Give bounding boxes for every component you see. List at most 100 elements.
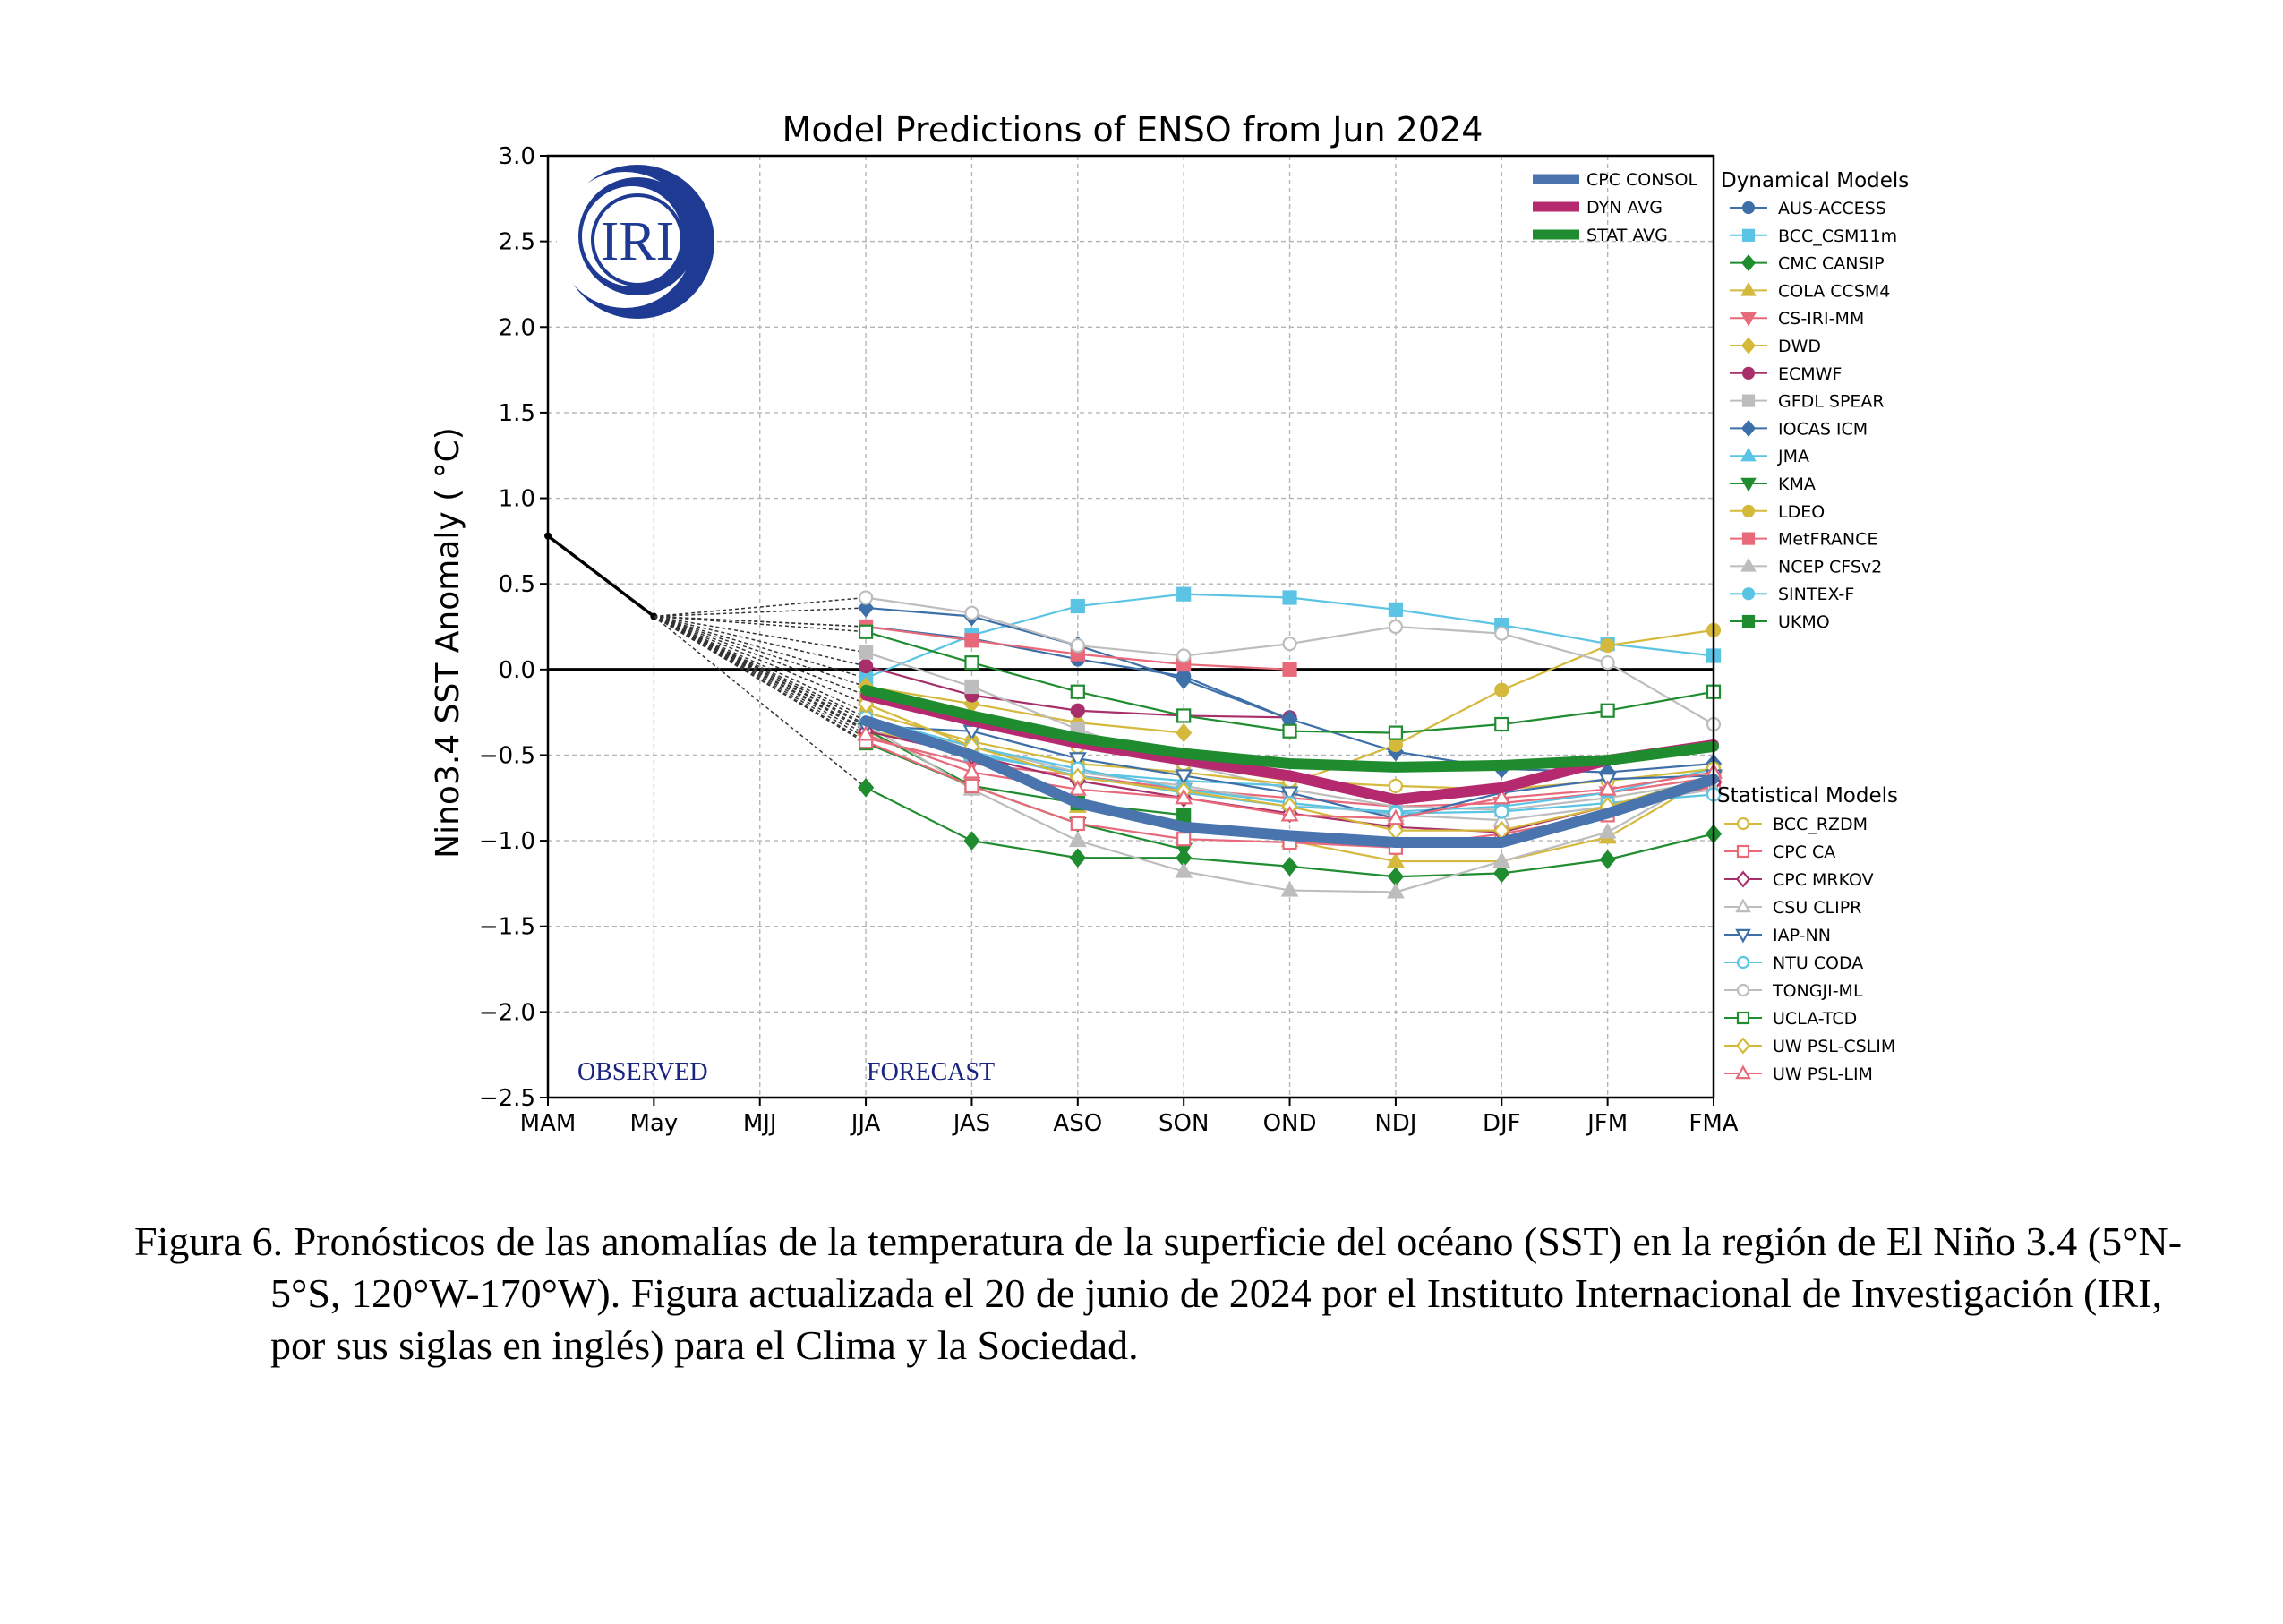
data-point (1070, 598, 1085, 614)
observed-fan-line (654, 596, 867, 618)
legend-marker (1735, 1037, 1751, 1055)
data-point (1387, 867, 1405, 887)
axes-frame (546, 154, 1715, 1099)
legend-label: TONGJI-ML (1772, 981, 1863, 1001)
legend-marker (1736, 955, 1750, 970)
statistical-legend: Statistical Models BCC_RZDM CPC CA CPC MRK… (1717, 784, 1898, 1084)
dynamical-legend: Dynamical Models AUS-ACCESS BCC_CSM11m CMC… (1721, 169, 1909, 632)
data-point (857, 724, 876, 741)
legend-marker (1740, 337, 1757, 355)
legend-marker (1736, 816, 1750, 831)
data-point (964, 605, 979, 620)
data-point (962, 762, 981, 779)
data-point (1598, 822, 1617, 839)
x-tick-label: May (629, 1110, 678, 1137)
series-uw-psl-lim (857, 724, 1723, 825)
legend-label: UCLA-TCD (1773, 1009, 1857, 1029)
x-tick-label: OND (1263, 1110, 1317, 1137)
data-point (1176, 808, 1192, 823)
observed-fan-line (654, 615, 867, 654)
data-point (964, 655, 979, 671)
data-point (1068, 831, 1087, 848)
x-tick-label: JJA (850, 1110, 881, 1137)
data-point (1388, 619, 1404, 635)
legend-label: JMA (1777, 447, 1809, 466)
legend-label: DWD (1778, 337, 1821, 356)
data-point (1386, 808, 1405, 825)
legend-label: IOCAS ICM (1778, 419, 1868, 439)
x-tick-label: MAM (520, 1110, 577, 1137)
series-tongji-ml (858, 590, 1722, 732)
observed-fan-line (654, 615, 867, 628)
data-point (857, 777, 875, 798)
legend-marker (1741, 394, 1756, 407)
data-point (1070, 703, 1085, 718)
data-point (1388, 737, 1404, 753)
legend-marker (1741, 201, 1756, 215)
figure-caption: Figura 6. Pronósticos de las anomalías d… (134, 1218, 2183, 1368)
legend-marker (1741, 228, 1756, 242)
data-point (964, 633, 979, 648)
data-point (1070, 637, 1085, 654)
y-tick-label: −2.0 (479, 999, 535, 1026)
data-point (1070, 816, 1085, 832)
observed-fan-line (654, 615, 867, 705)
legend-marker (1741, 504, 1756, 517)
data-point (1280, 805, 1299, 822)
data-point (1599, 850, 1616, 869)
data-point (1176, 722, 1193, 743)
observed-label: OBSERVED (577, 1058, 708, 1086)
legend-label: CSU CLIPR (1773, 898, 1861, 918)
data-point (1282, 723, 1297, 739)
data-point (1280, 786, 1299, 803)
legend-label: AUS-ACCESS (1778, 199, 1886, 218)
legend-marker (1740, 254, 1757, 272)
data-point (1068, 780, 1087, 796)
legend-marker (1740, 477, 1757, 492)
chart-title: Model Predictions of ENSO from Jun 2024 (782, 110, 1484, 150)
data-point (1281, 856, 1298, 876)
data-point (1175, 769, 1193, 786)
data-point (1176, 670, 1193, 690)
y-tick-label: 1.5 (499, 400, 535, 427)
observed-fan-line (654, 607, 867, 618)
data-point (1068, 752, 1087, 768)
data-point (1282, 590, 1297, 605)
legend-label: CS-IRI-MM (1778, 309, 1864, 329)
observed-fan-line (654, 615, 867, 714)
legend-label: ECMWF (1778, 364, 1842, 384)
data-point (964, 778, 979, 793)
data-point (1492, 851, 1511, 868)
legend-marker (1740, 447, 1757, 462)
x-tick-label: FMA (1689, 1110, 1738, 1137)
legend-marker (1735, 870, 1751, 888)
observed-fan-line (654, 615, 867, 633)
y-tick-label: −1.5 (479, 914, 535, 941)
axis-ticks: −2.5 −2.0 −1.5 −1.0 −0.5 0.0 0.5 1.0 1.5 2.0 2.5 3.… (479, 143, 1739, 1137)
y-tick-label: 2.0 (499, 314, 535, 341)
legend-marker (1736, 1011, 1750, 1025)
legend-label: CPC CA (1773, 842, 1835, 862)
data-point (1494, 626, 1509, 641)
legend-marker (1740, 557, 1757, 572)
legend-marker (1740, 312, 1757, 327)
statistical-legend-title: Statistical Models (1717, 784, 1898, 808)
data-point (1494, 804, 1509, 819)
legend-label: CMC CANSIP (1778, 254, 1885, 274)
legend-label: GFDL SPEAR (1778, 392, 1885, 412)
legend-label: KMA (1778, 474, 1816, 494)
x-tick-label: ASO (1053, 1110, 1102, 1137)
data-point (1070, 684, 1085, 699)
data-point (1388, 725, 1404, 740)
forecast-label: FORECAST (867, 1058, 995, 1086)
data-point (1492, 788, 1511, 805)
data-point (858, 624, 874, 639)
observed-fan-line (654, 615, 867, 719)
data-point (1176, 648, 1192, 663)
legend-label: UW PSL-LIM (1773, 1064, 1873, 1084)
x-tick-label: NDJ (1374, 1110, 1416, 1137)
legend-label: UKMO (1778, 612, 1830, 632)
observed-fan-line (654, 615, 867, 680)
legend-label: CPC MRKOV (1773, 870, 1874, 890)
